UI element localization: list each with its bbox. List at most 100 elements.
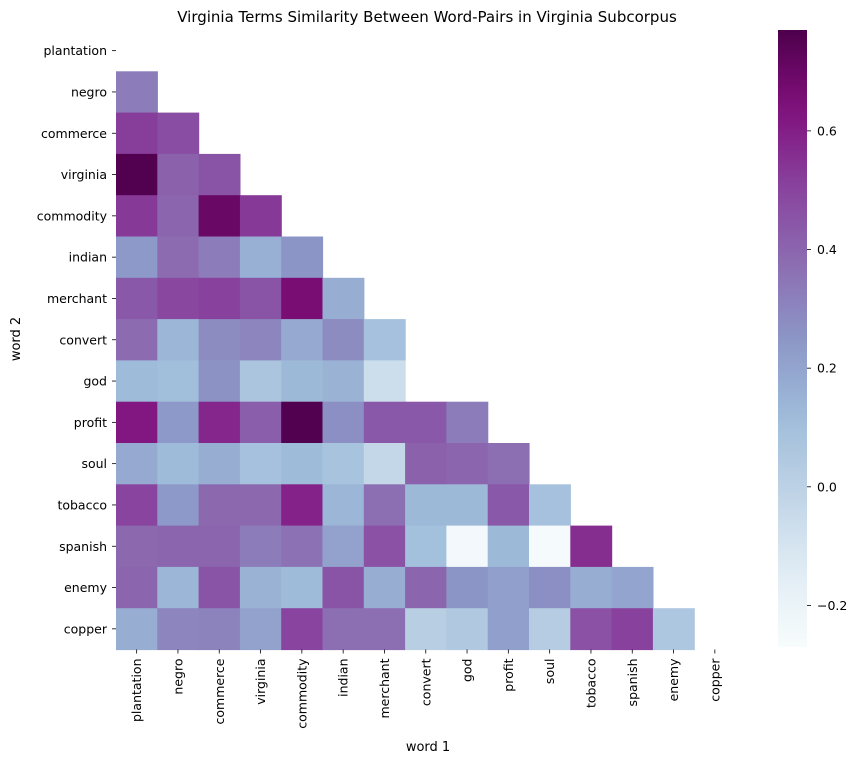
heatmap-cell-spanish-merchant <box>363 525 406 568</box>
heatmap-cell-tobacco-soul <box>529 484 571 527</box>
heatmap-cell-copper-virginia <box>239 608 282 651</box>
heatmap-cell-soul-profit <box>487 443 530 485</box>
heatmap-cell-tobacco-merchant <box>363 484 406 527</box>
heatmap-cell-copper-merchant <box>363 608 406 651</box>
heatmap-cell-commodity-commerce <box>198 195 241 238</box>
y-tick-label: commerce <box>41 126 107 141</box>
heatmap-cell-spanish-convert <box>405 525 447 568</box>
heatmap-cell-indian-negro <box>157 236 200 279</box>
heatmap-cell-god-merchant <box>363 360 406 403</box>
colorbar-tick-label: 0.0 <box>817 479 837 494</box>
heatmap-cell-commodity-plantation <box>116 195 158 238</box>
heatmap-cell-copper-profit <box>487 608 530 651</box>
heatmap-cell-virginia-plantation <box>116 153 158 196</box>
heatmap-cell-profit-negro <box>157 401 200 444</box>
heatmap-cell-commerce-negro <box>157 112 200 155</box>
heatmap-cell-copper-convert <box>405 608 447 651</box>
x-tick-label: commerce <box>212 658 227 724</box>
heatmap-cell-copper-soul <box>529 608 571 651</box>
heatmap-cells <box>116 71 695 651</box>
heatmap-cell-indian-plantation <box>116 236 158 279</box>
heatmap-cell-enemy-profit <box>487 566 530 609</box>
colorbar: −0.2 0.0 0.2 0.4 0.6 <box>778 30 847 647</box>
heatmap-cell-spanish-commodity <box>281 525 324 568</box>
y-tick-label: profit <box>74 415 107 430</box>
x-tick-label: negro <box>170 659 185 695</box>
heatmap-cell-enemy-god <box>446 566 489 609</box>
heatmap-cell-soul-merchant <box>363 443 406 485</box>
heatmap-cell-god-virginia <box>239 360 282 403</box>
heatmap-cell-convert-commerce <box>198 319 241 361</box>
heatmap-cell-convert-negro <box>157 319 200 361</box>
heatmap-cell-spanish-virginia <box>239 525 282 568</box>
heatmap-cell-enemy-convert <box>405 566 447 609</box>
heatmap-cell-enemy-merchant <box>363 566 406 609</box>
heatmap-cell-soul-convert <box>405 443 447 485</box>
heatmap-cell-enemy-spanish <box>611 566 654 609</box>
x-tick-label: commodity <box>294 658 309 729</box>
heatmap-cell-indian-commerce <box>198 236 241 279</box>
x-tick-label: profit <box>501 658 516 691</box>
heatmap-cell-copper-spanish <box>611 608 654 651</box>
x-tick-label: spanish <box>625 659 640 707</box>
heatmap-cell-convert-plantation <box>116 319 158 361</box>
heatmap-cell-merchant-plantation <box>116 277 158 320</box>
y-axis-label: word 2 <box>9 317 24 361</box>
heatmap-cell-soul-plantation <box>116 443 158 485</box>
heatmap-cell-tobacco-profit <box>487 484 530 527</box>
y-tick-labels: plantation negro commerce virginia commodity… <box>37 43 116 636</box>
heatmap-cell-spanish-profit <box>487 525 530 568</box>
heatmap-cell-indian-virginia <box>239 236 282 279</box>
heatmap-cell-commerce-plantation <box>116 112 158 155</box>
heatmap-cell-god-commodity <box>281 360 324 403</box>
y-tick-label: negro <box>71 84 107 99</box>
heatmap-cell-enemy-indian <box>322 566 365 609</box>
heatmap-cell-copper-enemy <box>652 608 695 651</box>
heatmap-cell-enemy-plantation <box>116 566 158 609</box>
heatmap-cell-tobacco-convert <box>405 484 447 527</box>
heatmap-cell-tobacco-virginia <box>239 484 282 527</box>
heatmap-cell-enemy-commerce <box>198 566 241 609</box>
heatmap-cell-convert-indian <box>322 319 365 361</box>
y-tick-label: merchant <box>47 291 107 306</box>
heatmap-cell-profit-commerce <box>198 401 241 444</box>
heatmap-cell-spanish-commerce <box>198 525 241 568</box>
heatmap-cell-copper-god <box>446 608 489 651</box>
heatmap-cell-profit-commodity <box>281 401 324 444</box>
y-tick-label: god <box>83 374 107 389</box>
heatmap-cell-soul-negro <box>157 443 200 485</box>
heatmap-cell-merchant-indian <box>322 277 365 320</box>
heatmap-cell-soul-commodity <box>281 443 324 485</box>
heatmap-cell-profit-convert <box>405 401 447 444</box>
heatmap-cell-soul-virginia <box>239 443 282 485</box>
heatmap-cell-spanish-indian <box>322 525 365 568</box>
x-tick-label: plantation <box>129 659 144 723</box>
heatmap-cell-god-negro <box>157 360 200 403</box>
heatmap-cell-spanish-tobacco <box>570 525 613 568</box>
heatmap-cell-negro-plantation <box>116 71 158 114</box>
heatmap-cell-enemy-tobacco <box>570 566 613 609</box>
x-tick-labels: plantation negro commerce virginia commodity… <box>129 649 722 729</box>
heatmap-cell-copper-commodity <box>281 608 324 651</box>
heatmap-cell-indian-commodity <box>281 236 324 279</box>
colorbar-ticks: −0.2 0.0 0.2 0.4 0.6 <box>807 123 847 613</box>
heatmap-cell-enemy-negro <box>157 566 200 609</box>
heatmap-cell-copper-commerce <box>198 608 241 651</box>
x-tick-label: enemy <box>666 658 681 701</box>
x-axis-label: word 1 <box>406 740 450 755</box>
heatmap-cell-spanish-soul <box>529 525 571 568</box>
heatmap-cell-soul-god <box>446 443 489 485</box>
heatmap-cell-tobacco-negro <box>157 484 200 527</box>
colorbar-gradient <box>778 30 807 647</box>
y-tick-label: spanish <box>59 539 107 554</box>
heatmap-cell-convert-virginia <box>239 319 282 361</box>
heatmap-cell-copper-tobacco <box>570 608 613 651</box>
heatmap-cell-convert-commodity <box>281 319 324 361</box>
x-tick-label: indian <box>336 659 351 697</box>
y-tick-label: enemy <box>64 580 107 595</box>
colorbar-tick-label: 0.4 <box>817 242 837 257</box>
heatmap-cell-commodity-negro <box>157 195 200 238</box>
heatmap-cell-god-indian <box>322 360 365 403</box>
heatmap-cell-god-commerce <box>198 360 241 403</box>
